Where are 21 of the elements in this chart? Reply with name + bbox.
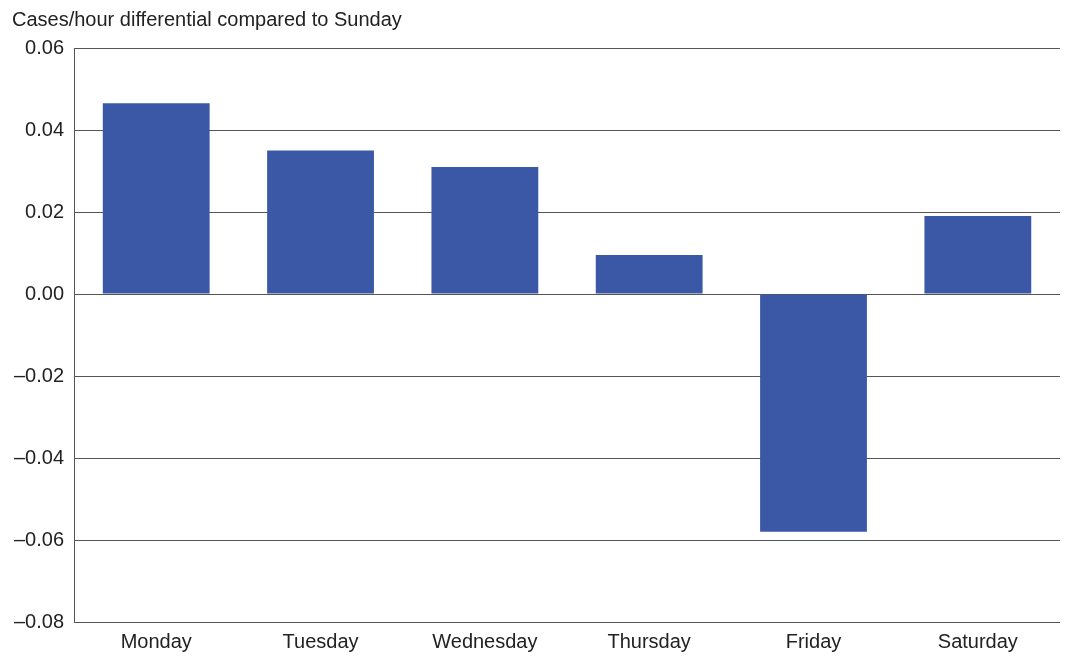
bar	[595, 255, 703, 294]
y-axis-title: Cases/hour differential compared to Sunday	[12, 8, 402, 30]
y-tick-label: –0.04	[13, 445, 65, 468]
x-tick-label: Thursday	[607, 629, 691, 652]
bar	[102, 103, 210, 294]
y-tick-label: –0.06	[13, 527, 65, 550]
x-tick-label: Friday	[785, 629, 842, 652]
bar	[760, 294, 867, 532]
y-tick-label: 0.04	[25, 117, 65, 140]
x-tick-label: Tuesday	[282, 629, 359, 652]
x-tick-label: Monday	[120, 629, 192, 652]
y-tick-label: 0.00	[25, 281, 65, 304]
y-tick-label: 0.06	[25, 35, 65, 58]
y-tick-label: –0.08	[13, 609, 65, 632]
x-tick-label: Wednesday	[432, 629, 538, 652]
bar	[924, 216, 1032, 294]
x-tick-label: Saturday	[937, 629, 1018, 652]
bar	[431, 166, 539, 294]
y-tick-label: –0.02	[13, 363, 65, 386]
bar	[267, 150, 374, 294]
y-tick-label: 0.02	[25, 199, 65, 222]
